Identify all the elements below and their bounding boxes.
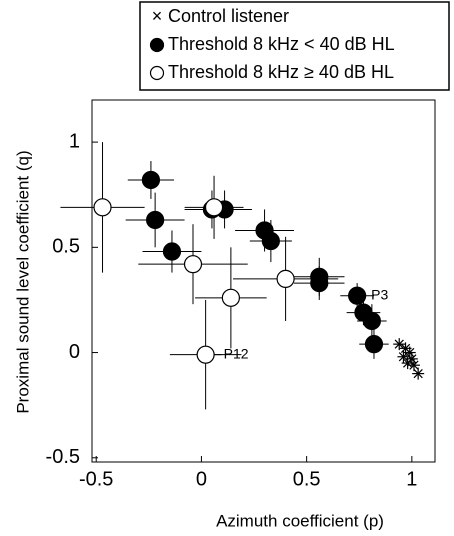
point [364, 335, 384, 354]
legend-label: Threshold 8 kHz ≥ 40 dB HL [168, 62, 394, 82]
point [221, 288, 240, 307]
annotation: P3 [371, 286, 388, 302]
y-tick-label: 0.5 [52, 236, 80, 258]
point [348, 286, 367, 305]
legend-marker [149, 37, 165, 53]
legend-marker: × [152, 6, 163, 26]
point [196, 345, 215, 364]
point [146, 210, 165, 230]
x-tick-label: 0 [196, 468, 207, 490]
point [276, 269, 295, 288]
x-tick-label: 0.5 [293, 468, 321, 490]
marker-stroke [400, 343, 411, 353]
marker-stroke [398, 352, 409, 362]
point [412, 367, 425, 380]
x-tick-label: -0.5 [79, 468, 113, 490]
point [141, 170, 161, 190]
marker-stroke [409, 360, 419, 370]
legend-label: Control listener [168, 6, 289, 26]
y-tick-label: 1 [69, 130, 80, 152]
point [362, 311, 381, 331]
plot-frame [91, 99, 436, 463]
legend-marker [149, 65, 165, 81]
legend-label: Threshold 8 kHz < 40 dB HL [168, 34, 395, 54]
y-axis-label: Proximal sound level coefficient (q) [13, 150, 32, 413]
annotation: P12 [224, 345, 249, 361]
legend-box [139, 1, 450, 91]
marker-stroke [413, 368, 423, 379]
point [204, 198, 224, 217]
point [183, 255, 203, 274]
y-tick-label: -0.5 [46, 446, 80, 468]
x-tick-label: 1 [406, 468, 417, 490]
point [310, 274, 329, 293]
x-axis-label: Azimuth coefficient (p) [216, 511, 384, 530]
marker-stroke [405, 347, 415, 358]
point [261, 231, 280, 251]
point [393, 338, 406, 351]
point [407, 359, 420, 372]
marker-stroke [407, 354, 417, 364]
point [93, 198, 112, 217]
point [397, 350, 410, 363]
point [162, 242, 182, 261]
marker-stroke [394, 339, 404, 349]
y-tick-label: 0 [69, 341, 80, 363]
